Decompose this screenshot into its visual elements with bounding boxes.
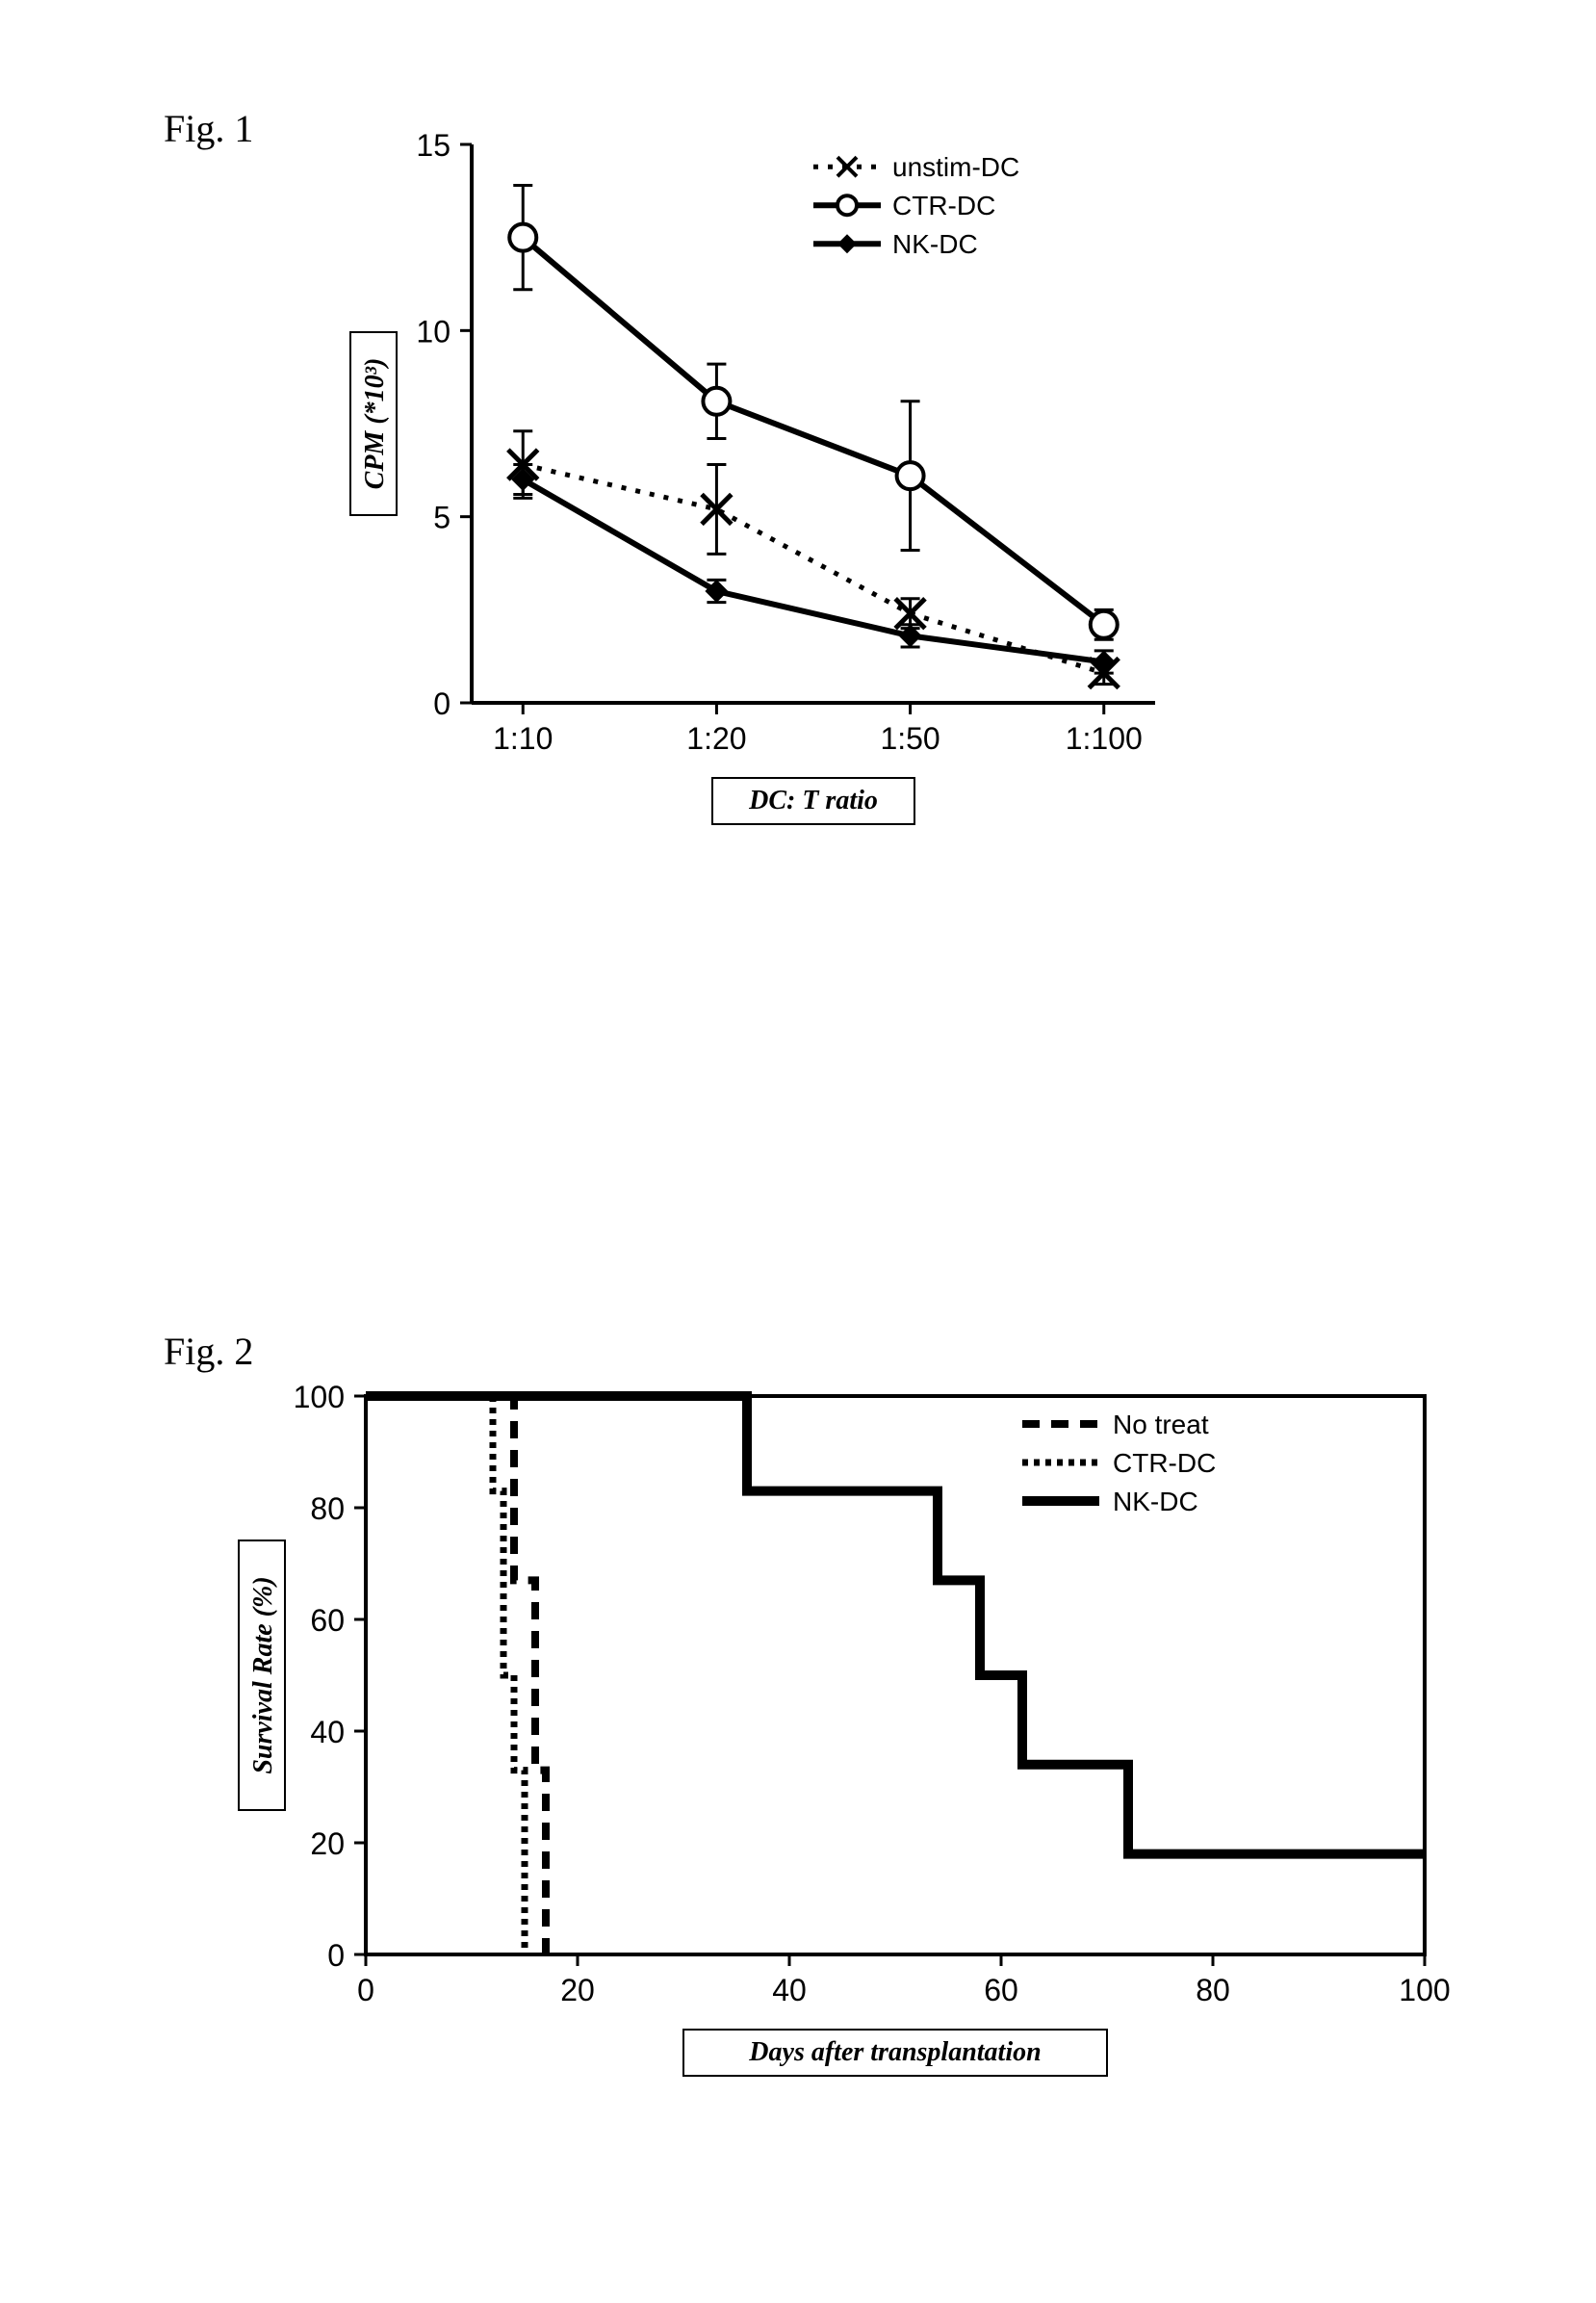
fig2-label: Fig. 2 [164, 1329, 253, 1374]
svg-text:10: 10 [416, 314, 450, 349]
svg-text:80: 80 [310, 1491, 345, 1526]
svg-text:Survival Rate (%): Survival Rate (%) [248, 1576, 278, 1773]
svg-text:No treat: No treat [1113, 1410, 1209, 1439]
svg-text:40: 40 [310, 1715, 345, 1749]
svg-text:CPM (*10³): CPM (*10³) [360, 358, 390, 490]
fig2-chart: 0 20 40 60 80 100 0 20 40 60 80 100 Survival Rate (%… [221, 1377, 1454, 2089]
svg-text:1:20: 1:20 [686, 721, 746, 756]
svg-text:60: 60 [310, 1603, 345, 1638]
svg-text:5: 5 [433, 501, 450, 535]
svg-text:60: 60 [984, 1973, 1018, 2007]
svg-text:DC: T ratio: DC: T ratio [748, 786, 878, 815]
svg-text:0: 0 [357, 1973, 374, 2007]
svg-text:NK-DC: NK-DC [892, 229, 978, 259]
svg-text:20: 20 [560, 1973, 595, 2007]
svg-text:1:10: 1:10 [493, 721, 553, 756]
svg-text:15: 15 [416, 128, 450, 163]
svg-text:NK-DC: NK-DC [1113, 1487, 1198, 1516]
svg-text:1:50: 1:50 [880, 721, 940, 756]
svg-text:80: 80 [1196, 1973, 1230, 2007]
svg-text:100: 100 [1399, 1973, 1450, 2007]
svg-text:100: 100 [294, 1380, 345, 1414]
svg-text:40: 40 [772, 1973, 807, 2007]
fig1-chart: 0 5 10 15 1:10 1:20 1:50 1:100 CPM (*10³) DC: T r… [347, 125, 1194, 857]
svg-text:CTR-DC: CTR-DC [1113, 1448, 1216, 1478]
fig1-label: Fig. 1 [164, 106, 253, 151]
svg-text:CTR-DC: CTR-DC [892, 191, 995, 220]
svg-text:0: 0 [433, 686, 450, 721]
svg-text:1:100: 1:100 [1066, 721, 1143, 756]
svg-text:Days after transplantation: Days after transplantation [748, 2037, 1041, 2067]
svg-text:20: 20 [310, 1826, 345, 1861]
svg-text:unstim-DC: unstim-DC [892, 152, 1019, 182]
svg-text:0: 0 [327, 1938, 345, 1973]
